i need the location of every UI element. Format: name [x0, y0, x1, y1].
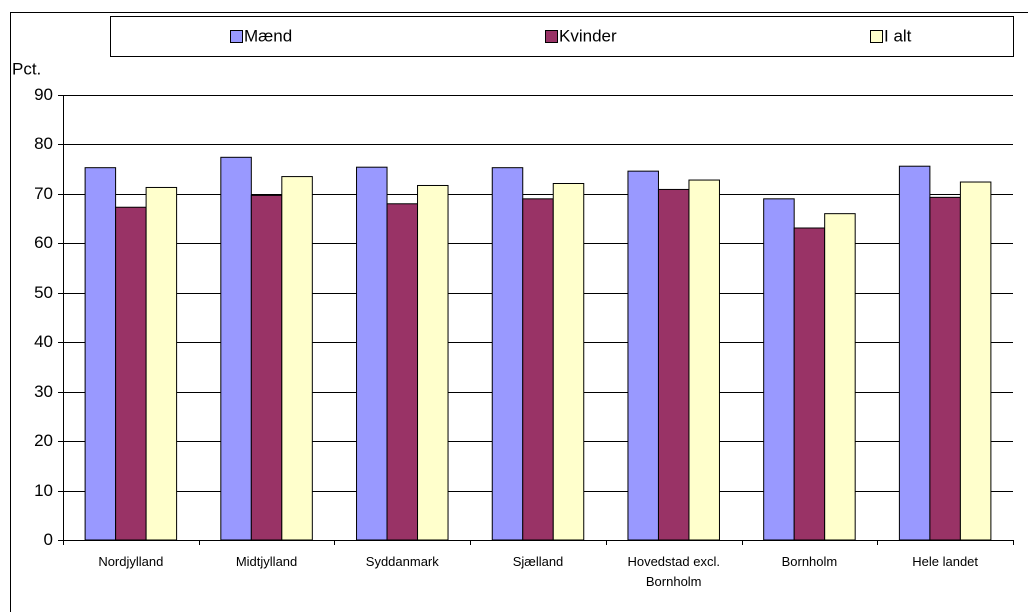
bar [417, 184, 449, 541]
bar [115, 206, 147, 541]
y-tick-label: 10 [34, 481, 53, 500]
y-tick-label: 50 [34, 283, 53, 302]
y-tick-label: 0 [44, 530, 53, 549]
x-tick-label: Sjælland [512, 554, 564, 569]
chart-frame [10, 12, 1028, 612]
bar [627, 170, 659, 541]
bar [250, 194, 283, 541]
legend-label: Kvinder [559, 26, 617, 45]
bar [220, 156, 252, 541]
x-tick-label: Midtjylland [235, 554, 298, 569]
legend-label: I alt [884, 26, 912, 45]
bar [793, 227, 826, 541]
bar [657, 188, 690, 541]
legend-swatch [870, 30, 883, 43]
bar [281, 176, 313, 541]
x-tick-label: Hovedstad excl. Bornholm [627, 554, 720, 589]
legend-label: Mænd [244, 26, 292, 45]
x-tick-label: Hele landet [912, 554, 979, 569]
x-tick-label: Bornholm [781, 554, 838, 569]
bar [552, 183, 585, 541]
y-tick-label: 40 [34, 332, 53, 351]
legend-swatch [230, 30, 243, 43]
bar [929, 196, 961, 541]
bar [356, 166, 388, 541]
bar [688, 179, 720, 541]
y-tick-label: 20 [34, 431, 53, 450]
x-tick-label: Syddanmark [365, 554, 439, 569]
bar [763, 198, 795, 541]
bar [824, 213, 856, 541]
y-axis-label: Pct. [12, 59, 41, 78]
y-tick-label: 70 [34, 184, 53, 203]
y-tick-label: 80 [34, 134, 53, 153]
bar [386, 203, 419, 541]
bar [522, 198, 554, 541]
y-tick-label: 30 [34, 382, 53, 401]
bar [84, 167, 117, 541]
y-tick-label: 60 [34, 233, 53, 252]
bar [898, 165, 931, 541]
bar [959, 181, 992, 541]
legend-swatch [545, 30, 558, 43]
bar [491, 167, 524, 541]
x-tick-label: Nordjylland [98, 554, 164, 569]
legend-box [110, 16, 1014, 57]
y-tick-label: 90 [34, 85, 53, 104]
bar [145, 186, 178, 541]
